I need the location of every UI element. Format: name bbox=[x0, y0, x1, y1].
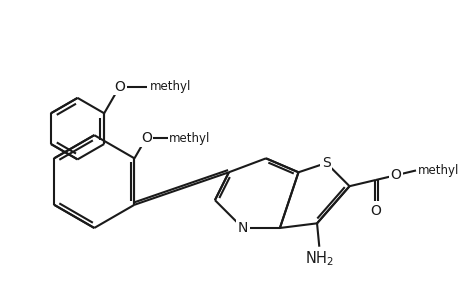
Text: methyl: methyl bbox=[417, 164, 458, 177]
Text: NH$_2$: NH$_2$ bbox=[304, 249, 333, 268]
Text: methyl: methyl bbox=[149, 80, 190, 93]
Text: N: N bbox=[237, 221, 247, 235]
Text: O: O bbox=[369, 204, 380, 218]
Text: O: O bbox=[390, 168, 401, 182]
Text: O: O bbox=[114, 80, 125, 94]
Text: O: O bbox=[140, 131, 151, 145]
Text: methyl: methyl bbox=[169, 131, 210, 145]
Text: S: S bbox=[321, 156, 330, 170]
